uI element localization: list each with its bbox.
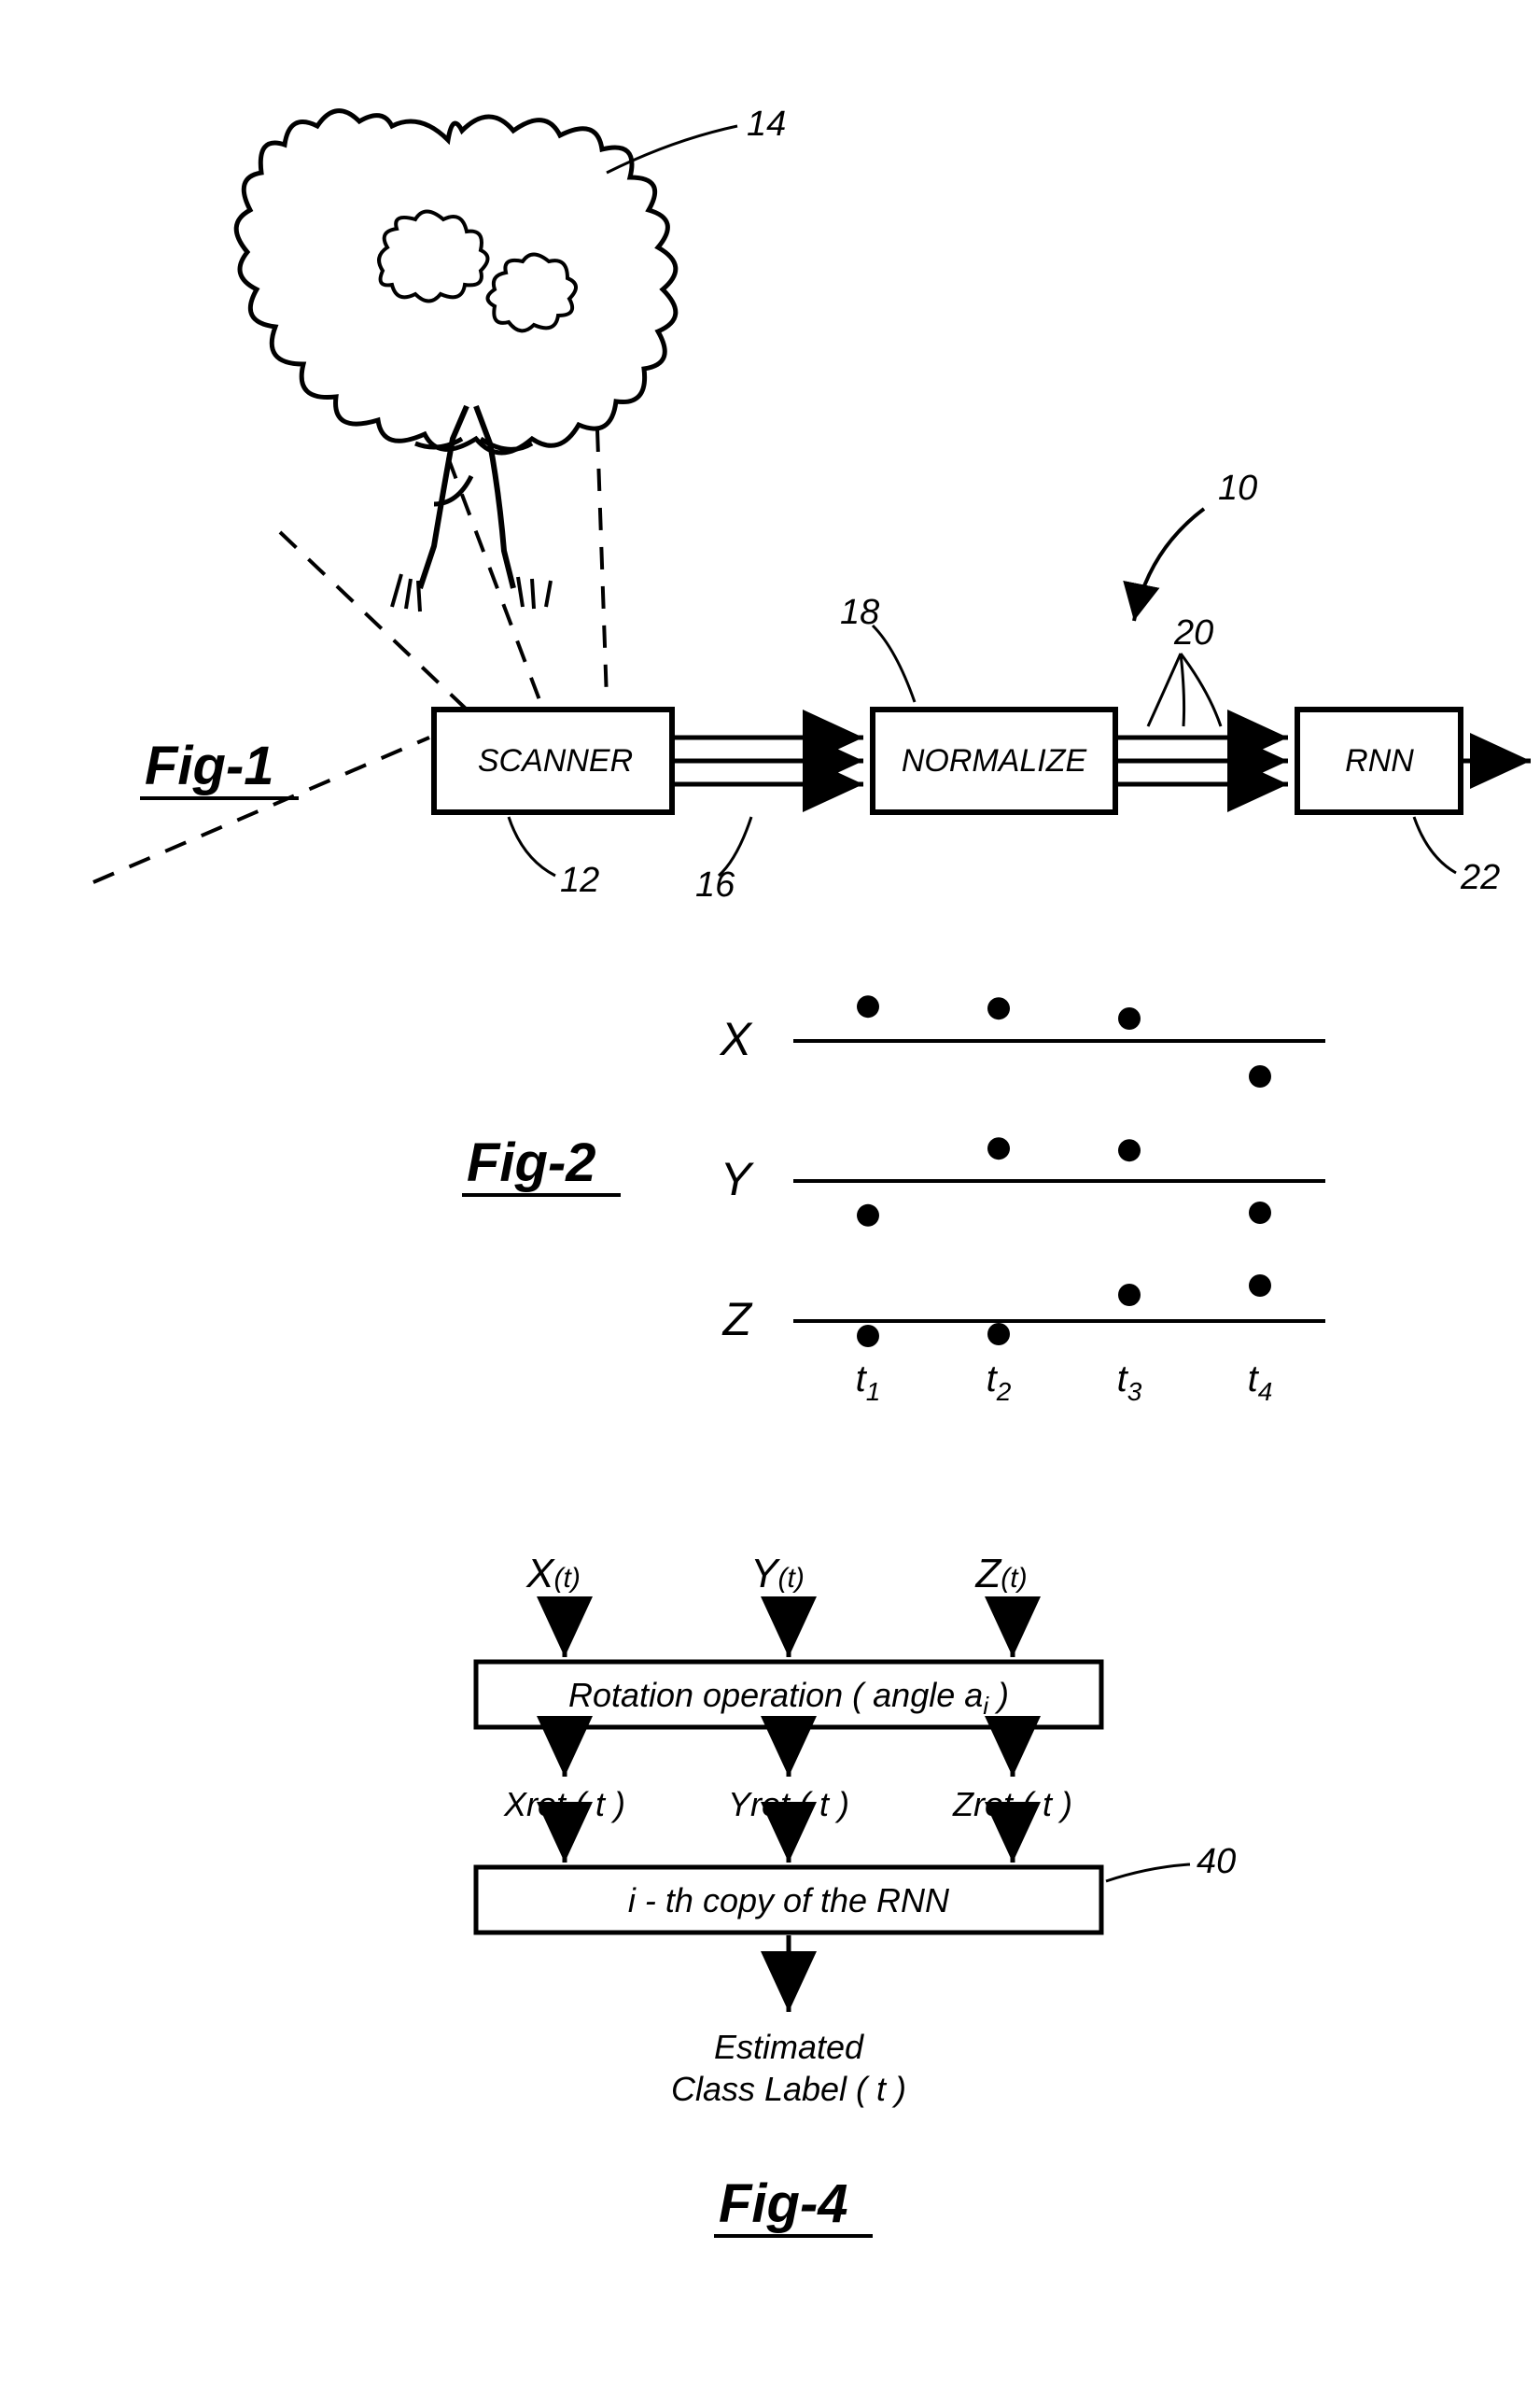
point-Y-3 [1118, 1139, 1141, 1161]
leader-12 [509, 817, 555, 876]
point-Z-1 [857, 1325, 879, 1347]
mid-label-2: Zrot ( t ) [952, 1785, 1072, 1823]
fig-1: 14 10 SCANNER 12 16 18 NORMALIZE 20 [93, 105, 1531, 905]
point-Y-1 [857, 1204, 879, 1227]
arrows-16 [675, 738, 863, 784]
output-l2: Class Label ( t ) [671, 2070, 906, 2108]
fig-1-label: Fig-1 [145, 736, 274, 796]
sight-lines [280, 429, 607, 710]
axis-label-Z: Z [721, 1293, 752, 1345]
svg-text:NORMALIZE: NORMALIZE [902, 743, 1087, 779]
arrows-20 [1118, 738, 1288, 784]
num-20: 20 [1173, 613, 1213, 653]
leader-18 [873, 626, 915, 702]
point-Y-4 [1249, 1202, 1271, 1224]
input-label-Z: Z(t) [974, 1551, 1027, 1596]
axis-label-X: X [720, 1013, 753, 1065]
rnn-block: RNN [1297, 710, 1461, 812]
mid-label-0: Xrot ( t ) [503, 1785, 625, 1823]
timestep-3: t3 [1117, 1358, 1142, 1406]
point-X-4 [1249, 1065, 1271, 1088]
point-X-3 [1118, 1007, 1141, 1030]
fig-4: X(t) Y(t) Z(t) Rotation operation ( angle … [476, 1551, 1236, 2236]
mid-label-1: Yrot ( t ) [728, 1785, 849, 1823]
axis-label-Y: Y [721, 1153, 755, 1205]
num-16: 16 [695, 865, 735, 905]
leader-40 [1106, 1864, 1190, 1881]
timestep-4: t4 [1248, 1358, 1273, 1406]
tree-drawing [236, 111, 676, 612]
timestep-2: t2 [987, 1358, 1012, 1406]
fig-2-label: Fig-2 [467, 1132, 596, 1193]
rotation-text: Rotation operation ( angle ai ) [568, 1676, 1009, 1720]
num-18: 18 [840, 593, 879, 632]
timestep-1: t1 [856, 1358, 881, 1406]
fig-4-label: Fig-4 [719, 2173, 848, 2234]
normalize-block: NORMALIZE [873, 710, 1115, 812]
leader-20b [1181, 654, 1184, 726]
input-label-X: X(t) [525, 1551, 581, 1596]
rnn-copy-text: i - th copy of the RNN [628, 1881, 950, 1919]
fig-2: X Y Zt1 t2 t3 t4 Fig-2 [462, 995, 1325, 1406]
num-12: 12 [560, 861, 599, 900]
leader-20a [1148, 654, 1181, 726]
point-X-2 [987, 997, 1010, 1019]
point-Z-3 [1118, 1284, 1141, 1306]
num-10: 10 [1218, 469, 1257, 508]
scanner-block: SCANNER [434, 710, 672, 812]
num-40: 40 [1197, 1842, 1236, 1881]
point-Y-2 [987, 1137, 1010, 1160]
svg-text:RNN: RNN [1345, 743, 1414, 779]
leader-10 [1134, 509, 1204, 621]
point-X-1 [857, 995, 879, 1018]
output-l1: Estimated [714, 2028, 864, 2066]
point-Z-4 [1249, 1274, 1271, 1297]
num-22: 22 [1460, 858, 1500, 897]
leader-22 [1414, 817, 1456, 873]
num-14: 14 [747, 105, 786, 144]
point-Z-2 [987, 1323, 1010, 1345]
input-label-Y: Y(t) [750, 1551, 805, 1596]
svg-text:SCANNER: SCANNER [478, 743, 633, 779]
leader-20c [1181, 654, 1221, 726]
